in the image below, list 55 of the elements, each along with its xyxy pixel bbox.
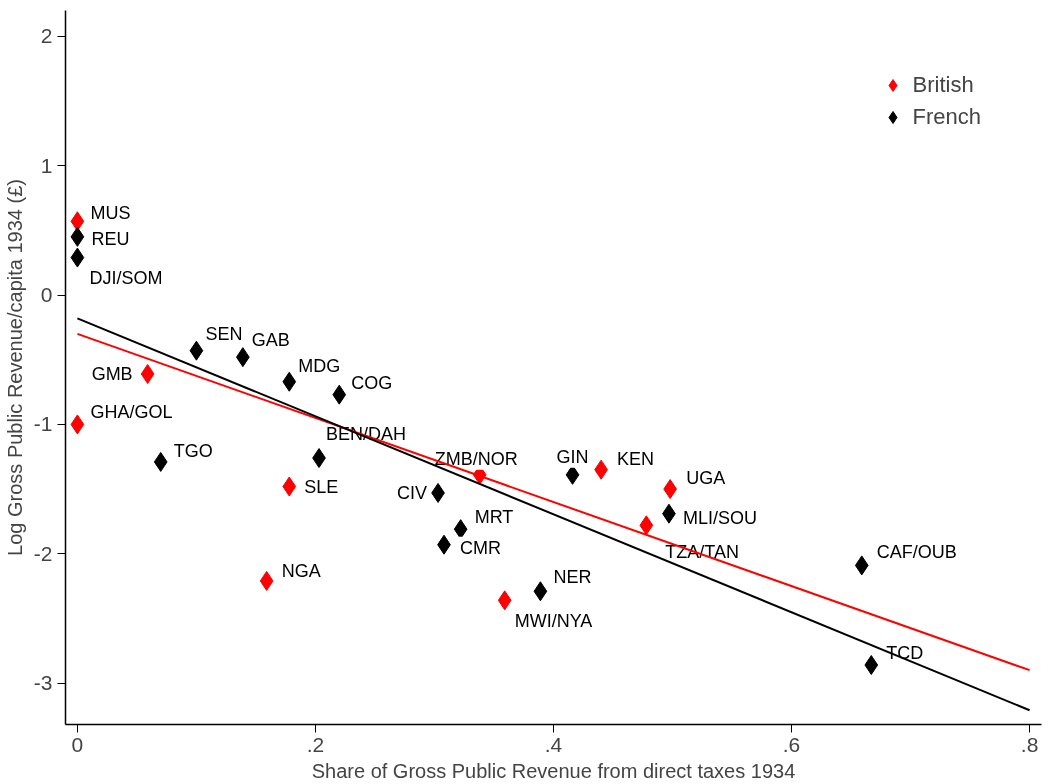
- data-label: MDG: [298, 355, 341, 376]
- data-label: TGO: [173, 440, 213, 461]
- data-label: GAB: [251, 330, 290, 351]
- point: [282, 476, 297, 497]
- y-tick-label: 1: [40, 153, 53, 177]
- point: [864, 655, 879, 675]
- data-label: REU: [91, 228, 130, 249]
- data-label: NGA: [281, 560, 321, 581]
- y-tick-label: -3: [33, 671, 53, 695]
- y-tick-label: -2: [33, 541, 53, 565]
- data-label: KEN: [617, 448, 655, 469]
- data-label: MRT: [474, 507, 514, 528]
- data-label: MUS: [90, 203, 131, 224]
- data-label: ZMB/NOR: [434, 448, 518, 469]
- data-label: GHA/GOL: [90, 402, 173, 423]
- data-label: COG: [351, 372, 393, 393]
- y-tick-label: 0: [40, 283, 53, 307]
- point: [854, 555, 869, 576]
- y-axis-title: Log Gross Public Revenue/capita 1934 (£): [3, 179, 26, 556]
- point: [70, 247, 85, 268]
- y-tick-label: -1: [33, 412, 53, 436]
- x-tick-label: 0: [71, 732, 84, 756]
- data-label: SLE: [304, 476, 339, 497]
- point: [70, 211, 85, 232]
- x-axis-title: Share of Gross Public Revenue from direct taxes 1934: [311, 759, 796, 782]
- data-label: CIV: [397, 482, 428, 503]
- x-tick-label: .8: [1020, 732, 1039, 756]
- legend-label: British: [912, 72, 974, 98]
- data-label: NER: [553, 567, 592, 588]
- data-label: CMR: [460, 537, 501, 558]
- data-label: DJI/SOM: [89, 267, 163, 288]
- point: [282, 371, 297, 392]
- data-label: CAF/OUB: [876, 542, 957, 563]
- data-label: MLI/SOU: [682, 507, 757, 528]
- point: [70, 414, 85, 435]
- data-label: UGA: [686, 468, 726, 489]
- point: [497, 590, 512, 611]
- point: [259, 570, 274, 591]
- point: [533, 581, 548, 602]
- point: [153, 451, 168, 472]
- data-label: GMB: [91, 363, 133, 384]
- point: [70, 226, 85, 247]
- point: [639, 515, 654, 536]
- data-label: MWI/NYA: [514, 611, 593, 632]
- data-label: GIN: [556, 446, 589, 467]
- x-tick-label: .4: [544, 732, 563, 756]
- point: [189, 340, 204, 361]
- y-tick-label: 2: [40, 24, 53, 48]
- data-label: SEN: [205, 323, 243, 344]
- point: [453, 519, 468, 540]
- x-tick-label: .6: [782, 732, 801, 756]
- point: [140, 363, 155, 384]
- point: [332, 384, 347, 405]
- x-tick-label: .2: [306, 732, 325, 756]
- legend-label: French: [912, 104, 981, 130]
